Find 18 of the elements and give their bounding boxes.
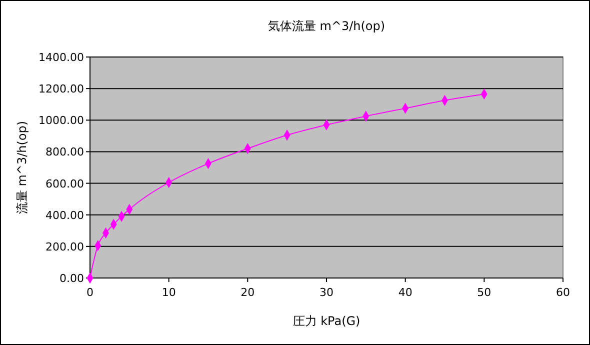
y-tick-label: 1400.00: [38, 51, 84, 64]
x-tick-label: 40: [398, 286, 412, 299]
y-tick-label: 400.00: [46, 208, 84, 222]
x-tick-label: 0: [86, 286, 94, 299]
x-axis-title: 圧力 kPa(G): [292, 314, 360, 328]
x-tick-label: 30: [320, 286, 334, 299]
chart-title: 気体流量 m^3/h(op): [268, 19, 386, 33]
x-tick-label: 10: [162, 286, 176, 299]
y-tick-label: 600.00: [46, 177, 84, 190]
x-tick-label: 50: [477, 286, 492, 299]
y-axis-title: 流量 m^3/h(op): [15, 120, 29, 214]
y-tick-label: 1000.00: [38, 114, 84, 128]
y-tick-label: 0.00: [60, 272, 84, 285]
y-tick-label: 1200.00: [38, 82, 84, 96]
y-tick-label: 800.00: [46, 146, 84, 159]
x-tick-label: 20: [240, 286, 255, 299]
y-tick-label: 200.00: [46, 240, 84, 254]
x-tick-label: 60: [556, 286, 570, 299]
